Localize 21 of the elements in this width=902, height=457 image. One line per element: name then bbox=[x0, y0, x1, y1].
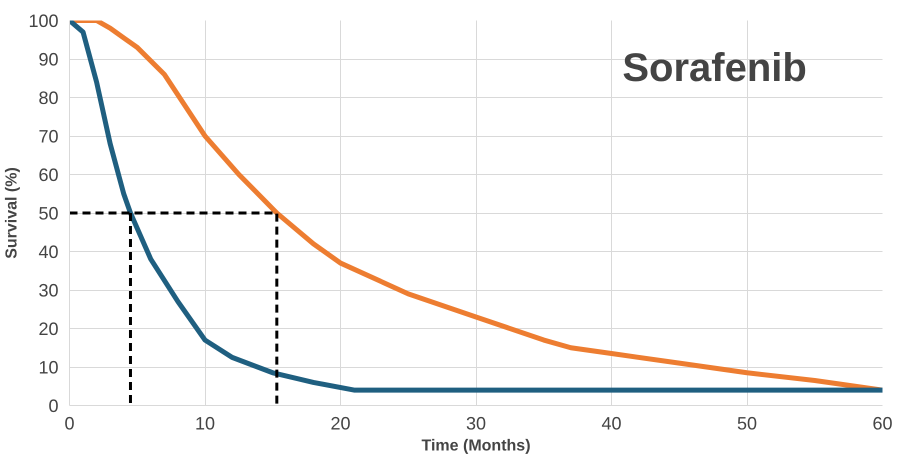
y-tick-label: 20 bbox=[38, 319, 59, 339]
y-tick-label: 100 bbox=[28, 11, 59, 31]
y-axis-title: Survival (%) bbox=[3, 167, 20, 259]
annotation: Sorafenib bbox=[622, 46, 807, 90]
y-tick-label: 60 bbox=[38, 165, 59, 185]
y-tick-label: 10 bbox=[38, 358, 59, 378]
y-tick-label: 0 bbox=[48, 396, 59, 416]
y-tick-label: 80 bbox=[38, 88, 59, 108]
x-tick-label: 10 bbox=[194, 414, 216, 434]
x-tick-label: 60 bbox=[872, 414, 893, 434]
y-tick-label: 90 bbox=[38, 50, 59, 70]
x-tick-label: 50 bbox=[736, 414, 758, 434]
x-tick-label: 0 bbox=[64, 414, 75, 434]
y-tick-label: 70 bbox=[38, 126, 59, 146]
y-tick-label: 50 bbox=[38, 204, 59, 224]
y-tick-label: 40 bbox=[38, 242, 59, 262]
x-axis-title: Time (Months) bbox=[421, 438, 531, 454]
x-tick-label: 40 bbox=[601, 414, 622, 434]
x-tick-label: 30 bbox=[466, 414, 486, 434]
y-tick-label: 30 bbox=[38, 280, 59, 300]
x-tick-label: 20 bbox=[330, 414, 351, 434]
